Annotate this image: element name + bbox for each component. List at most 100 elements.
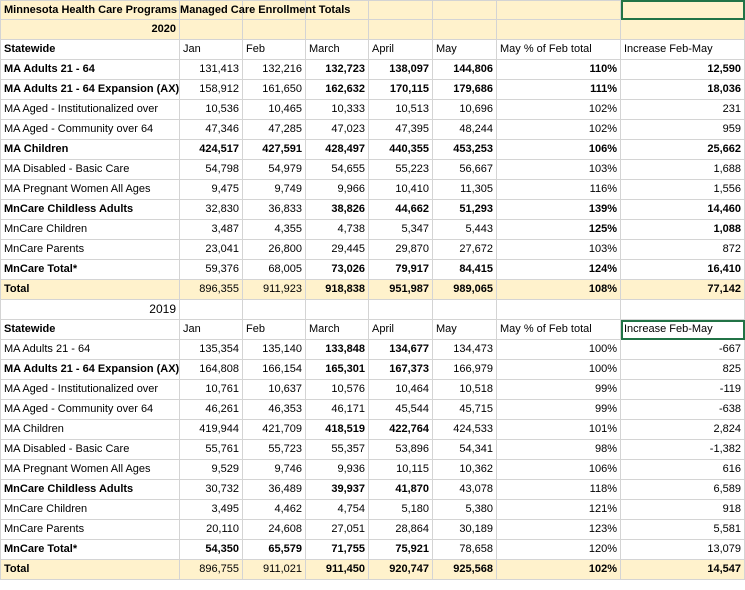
empty-cell[interactable] <box>243 20 306 40</box>
value-cell[interactable]: 231 <box>621 100 745 120</box>
value-cell[interactable]: 5,180 <box>369 500 433 520</box>
row-label[interactable]: MnCare Childless Adults <box>0 200 180 220</box>
row-label[interactable]: Total <box>0 280 180 300</box>
value-cell[interactable]: 47,346 <box>180 120 243 140</box>
empty-cell[interactable] <box>180 0 243 20</box>
value-cell[interactable]: 3,495 <box>180 500 243 520</box>
value-cell[interactable]: 166,154 <box>243 360 306 380</box>
row-label[interactable]: MnCare Children <box>0 500 180 520</box>
row-label[interactable]: MnCare Parents <box>0 520 180 540</box>
row-label[interactable]: MA Pregnant Women All Ages <box>0 180 180 200</box>
value-cell[interactable]: 100% <box>497 340 621 360</box>
value-cell[interactable]: 9,749 <box>243 180 306 200</box>
value-cell[interactable]: 24,608 <box>243 520 306 540</box>
value-cell[interactable]: 4,754 <box>306 500 369 520</box>
row-label[interactable]: MA Adults 21 - 64 Expansion (AX) <box>0 80 180 100</box>
row-label[interactable]: MnCare Total* <box>0 540 180 560</box>
row-label[interactable]: MA Aged - Institutionalized over <box>0 380 180 400</box>
empty-cell[interactable] <box>433 0 497 20</box>
value-cell[interactable]: 125% <box>497 220 621 240</box>
value-cell[interactable]: 135,140 <box>243 340 306 360</box>
value-cell[interactable]: 10,536 <box>180 100 243 120</box>
value-cell[interactable]: 36,833 <box>243 200 306 220</box>
value-cell[interactable]: 56,667 <box>433 160 497 180</box>
value-cell[interactable]: 616 <box>621 460 745 480</box>
year-label[interactable]: 2019 <box>0 300 180 320</box>
value-cell[interactable]: 47,395 <box>369 120 433 140</box>
value-cell[interactable]: 920,747 <box>369 560 433 580</box>
value-cell[interactable]: 911,021 <box>243 560 306 580</box>
value-cell[interactable]: 55,761 <box>180 440 243 460</box>
value-cell[interactable]: 106% <box>497 460 621 480</box>
value-cell[interactable]: 5,581 <box>621 520 745 540</box>
column-header[interactable]: May % of Feb total <box>497 320 621 340</box>
row-label[interactable]: MnCare Parents <box>0 240 180 260</box>
value-cell[interactable]: 424,533 <box>433 420 497 440</box>
column-header[interactable]: Feb <box>243 40 306 60</box>
value-cell[interactable]: 10,637 <box>243 380 306 400</box>
value-cell[interactable]: 47,023 <box>306 120 369 140</box>
value-cell[interactable]: 167,373 <box>369 360 433 380</box>
value-cell[interactable]: 48,244 <box>433 120 497 140</box>
empty-cell[interactable] <box>433 20 497 40</box>
row-label[interactable]: MnCare Total* <box>0 260 180 280</box>
value-cell[interactable]: 14,460 <box>621 200 745 220</box>
value-cell[interactable]: 825 <box>621 360 745 380</box>
value-cell[interactable]: 103% <box>497 160 621 180</box>
value-cell[interactable]: 116% <box>497 180 621 200</box>
title-cell[interactable]: Minnesota Health Care Programs Managed C… <box>0 0 350 20</box>
value-cell[interactable]: 12,590 <box>621 60 745 80</box>
value-cell[interactable]: 427,591 <box>243 140 306 160</box>
value-cell[interactable]: 1,556 <box>621 180 745 200</box>
value-cell[interactable]: 101% <box>497 420 621 440</box>
value-cell[interactable]: 9,966 <box>306 180 369 200</box>
value-cell[interactable]: 179,686 <box>433 80 497 100</box>
value-cell[interactable]: 108% <box>497 280 621 300</box>
value-cell[interactable]: -1,382 <box>621 440 745 460</box>
empty-cell[interactable] <box>369 20 433 40</box>
value-cell[interactable]: 5,347 <box>369 220 433 240</box>
value-cell[interactable]: 100% <box>497 360 621 380</box>
value-cell[interactable]: 45,544 <box>369 400 433 420</box>
value-cell[interactable]: 10,761 <box>180 380 243 400</box>
value-cell[interactable]: 989,065 <box>433 280 497 300</box>
value-cell[interactable]: 11,305 <box>433 180 497 200</box>
value-cell[interactable]: 102% <box>497 120 621 140</box>
value-cell[interactable]: 959 <box>621 120 745 140</box>
value-cell[interactable]: 911,923 <box>243 280 306 300</box>
row-label[interactable]: MA Adults 21 - 64 Expansion (AX) <box>0 360 180 380</box>
value-cell[interactable]: 47,285 <box>243 120 306 140</box>
value-cell[interactable]: 29,870 <box>369 240 433 260</box>
value-cell[interactable]: 134,473 <box>433 340 497 360</box>
value-cell[interactable]: 124% <box>497 260 621 280</box>
empty-cell[interactable] <box>621 300 745 320</box>
value-cell[interactable]: 102% <box>497 100 621 120</box>
column-header[interactable]: Statewide <box>0 320 180 340</box>
value-cell[interactable]: 10,518 <box>433 380 497 400</box>
value-cell[interactable]: 896,755 <box>180 560 243 580</box>
empty-cell[interactable] <box>621 20 745 40</box>
row-label[interactable]: MA Adults 21 - 64 <box>0 60 180 80</box>
value-cell[interactable]: 14,547 <box>621 560 745 580</box>
value-cell[interactable]: 46,261 <box>180 400 243 420</box>
value-cell[interactable]: 18,036 <box>621 80 745 100</box>
value-cell[interactable]: 78,658 <box>433 540 497 560</box>
value-cell[interactable]: 440,355 <box>369 140 433 160</box>
value-cell[interactable]: 918 <box>621 500 745 520</box>
value-cell[interactable]: 911,450 <box>306 560 369 580</box>
value-cell[interactable]: 26,800 <box>243 240 306 260</box>
value-cell[interactable]: -638 <box>621 400 745 420</box>
value-cell[interactable]: 71,755 <box>306 540 369 560</box>
value-cell[interactable]: 2,824 <box>621 420 745 440</box>
value-cell[interactable]: 38,826 <box>306 200 369 220</box>
value-cell[interactable]: 120% <box>497 540 621 560</box>
value-cell[interactable]: 132,723 <box>306 60 369 80</box>
value-cell[interactable]: 121% <box>497 500 621 520</box>
value-cell[interactable]: 13,079 <box>621 540 745 560</box>
column-header[interactable]: April <box>369 320 433 340</box>
value-cell[interactable]: 54,655 <box>306 160 369 180</box>
empty-cell[interactable] <box>306 20 369 40</box>
value-cell[interactable]: 25,662 <box>621 140 745 160</box>
value-cell[interactable]: 53,896 <box>369 440 433 460</box>
row-label[interactable]: MA Adults 21 - 64 <box>0 340 180 360</box>
